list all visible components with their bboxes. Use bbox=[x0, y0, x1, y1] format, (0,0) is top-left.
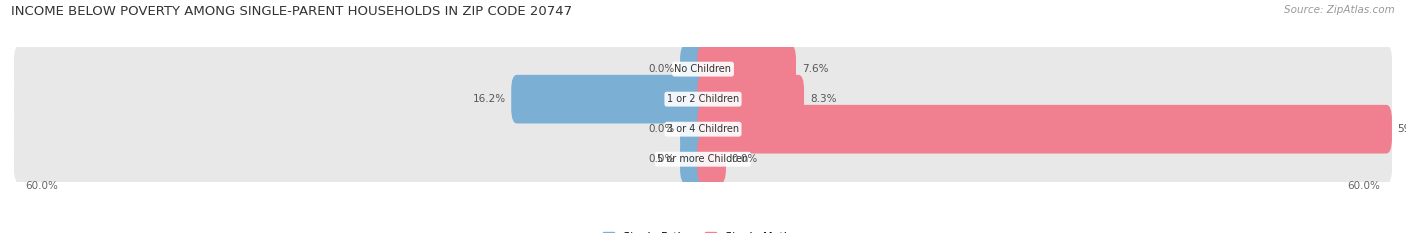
Text: 60.0%: 60.0% bbox=[1347, 181, 1381, 191]
FancyBboxPatch shape bbox=[697, 45, 796, 93]
Text: 60.0%: 60.0% bbox=[25, 181, 59, 191]
FancyBboxPatch shape bbox=[681, 45, 709, 93]
Text: 0.0%: 0.0% bbox=[648, 124, 675, 134]
FancyBboxPatch shape bbox=[697, 105, 1392, 154]
FancyBboxPatch shape bbox=[14, 55, 1392, 83]
Text: Source: ZipAtlas.com: Source: ZipAtlas.com bbox=[1284, 5, 1395, 15]
Text: No Children: No Children bbox=[675, 64, 731, 74]
Text: 0.0%: 0.0% bbox=[648, 64, 675, 74]
Text: INCOME BELOW POVERTY AMONG SINGLE-PARENT HOUSEHOLDS IN ZIP CODE 20747: INCOME BELOW POVERTY AMONG SINGLE-PARENT… bbox=[11, 5, 572, 18]
Text: 59.5%: 59.5% bbox=[1398, 124, 1406, 134]
FancyBboxPatch shape bbox=[697, 75, 1392, 123]
FancyBboxPatch shape bbox=[512, 75, 709, 123]
FancyBboxPatch shape bbox=[14, 135, 709, 184]
FancyBboxPatch shape bbox=[14, 105, 709, 154]
FancyBboxPatch shape bbox=[14, 45, 709, 93]
FancyBboxPatch shape bbox=[697, 45, 1392, 93]
FancyBboxPatch shape bbox=[14, 75, 709, 123]
FancyBboxPatch shape bbox=[681, 105, 709, 154]
Text: 5 or more Children: 5 or more Children bbox=[658, 154, 748, 164]
Text: 7.6%: 7.6% bbox=[801, 64, 828, 74]
FancyBboxPatch shape bbox=[697, 135, 725, 184]
FancyBboxPatch shape bbox=[697, 135, 1392, 184]
Legend: Single Father, Single Mother: Single Father, Single Mother bbox=[599, 227, 807, 233]
FancyBboxPatch shape bbox=[697, 105, 1392, 154]
FancyBboxPatch shape bbox=[14, 85, 1392, 113]
Text: 3 or 4 Children: 3 or 4 Children bbox=[666, 124, 740, 134]
FancyBboxPatch shape bbox=[697, 75, 804, 123]
FancyBboxPatch shape bbox=[681, 135, 709, 184]
FancyBboxPatch shape bbox=[14, 115, 1392, 143]
Text: 16.2%: 16.2% bbox=[472, 94, 506, 104]
FancyBboxPatch shape bbox=[14, 145, 1392, 173]
Text: 0.0%: 0.0% bbox=[731, 154, 758, 164]
Text: 1 or 2 Children: 1 or 2 Children bbox=[666, 94, 740, 104]
Text: 8.3%: 8.3% bbox=[810, 94, 837, 104]
Text: 0.0%: 0.0% bbox=[648, 154, 675, 164]
